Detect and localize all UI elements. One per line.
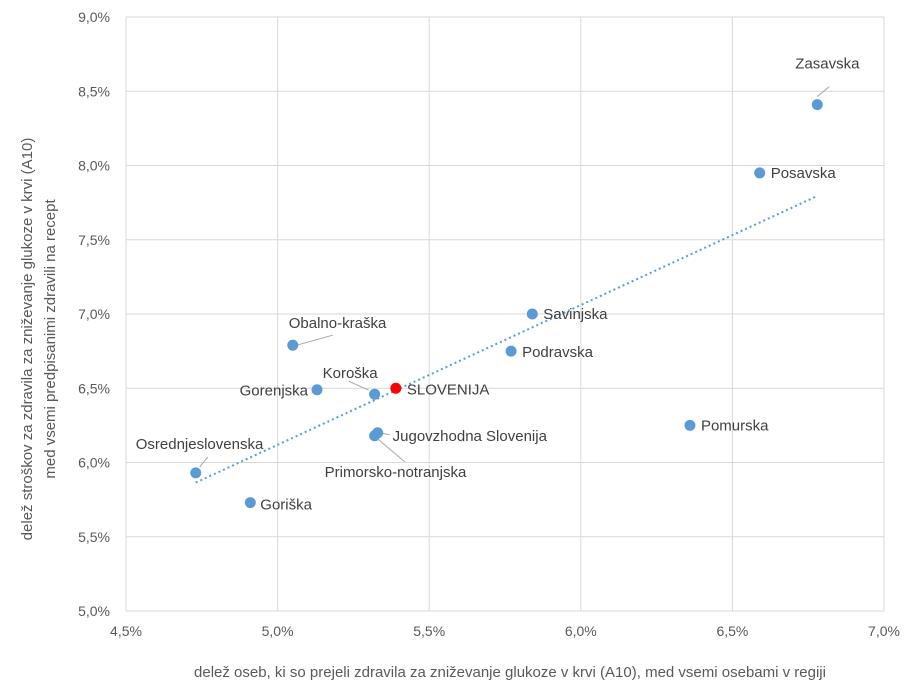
point-label: Jugovzhodna Slovenija [393, 428, 548, 445]
data-point [526, 308, 538, 320]
y-tick-label: 9,0% [78, 9, 110, 25]
point-label: Pomurska [701, 417, 769, 434]
point-label: Obalno-kraška [289, 315, 387, 332]
y-tick-label: 6,0% [78, 455, 110, 471]
point-label: Posavska [771, 165, 837, 182]
point-label: Zasavska [795, 56, 860, 73]
trendline [195, 195, 818, 484]
data-point [311, 384, 323, 396]
y-tick-label: 8,5% [78, 83, 110, 99]
point-label: Gorenjska [240, 383, 309, 400]
gridlines [125, 16, 885, 612]
x-tick-label: 4,5% [110, 623, 142, 639]
data-point [754, 167, 766, 179]
x-tick-label: 7,0% [868, 623, 900, 639]
x-axis-title: delež oseb, ki so prejeli zdravila za zn… [194, 664, 826, 681]
point-label: Goriška [260, 497, 312, 514]
y-tick-label: 7,0% [78, 306, 110, 322]
data-point [190, 467, 202, 479]
point-label: SLOVENIJA [407, 381, 490, 398]
data-point [684, 419, 696, 431]
leader-lines [199, 86, 830, 468]
point-labels: Zasavska Posavska Savinjska Podravska Obalno… [136, 56, 860, 514]
axes: 4,5% 5,0% 5,5% 6,0% 6,5% 7,0%5,0%5,5%6,0%6,5%… [78, 9, 900, 639]
data-point [287, 339, 299, 351]
data-point-highlight [390, 382, 402, 394]
label-leader-line [378, 439, 405, 463]
x-tick-label: 5,0% [262, 623, 294, 639]
data-point [811, 99, 823, 111]
y-tick-label: 5,5% [78, 529, 110, 545]
trendline-group [195, 195, 818, 484]
label-leader-line [199, 456, 209, 468]
point-label: Osrednjeslovenska [136, 436, 264, 453]
y-axis-title: delež stroškov za zdravila za zniževanje… [19, 138, 59, 541]
data-point [244, 497, 256, 509]
x-tick-label: 6,0% [565, 623, 597, 639]
data-point [505, 345, 517, 357]
point-label: Podravska [522, 344, 594, 361]
y-tick-label: 5,0% [78, 603, 110, 619]
point-label: Koroška [323, 365, 379, 382]
point-label: Primorsko-notranjska [325, 464, 467, 481]
y-axis-title-line-1: delež stroškov za zdravila za zniževanje… [19, 138, 36, 541]
data-point [369, 388, 381, 400]
label-leader-line [296, 334, 333, 346]
data-points [190, 99, 823, 509]
x-tick-label: 6,5% [716, 623, 748, 639]
label-leader-line [348, 380, 369, 391]
point-label: Savinjska [543, 306, 608, 323]
data-point [369, 430, 381, 442]
y-axis-title-line-2: med vsemi predpisanimi zdravili na recep… [42, 199, 59, 479]
label-leader-line [816, 86, 830, 97]
y-tick-label: 8,0% [78, 158, 110, 174]
y-tick-label: 7,5% [78, 232, 110, 248]
x-tick-label: 5,5% [413, 623, 445, 639]
y-tick-label: 6,5% [78, 380, 110, 396]
